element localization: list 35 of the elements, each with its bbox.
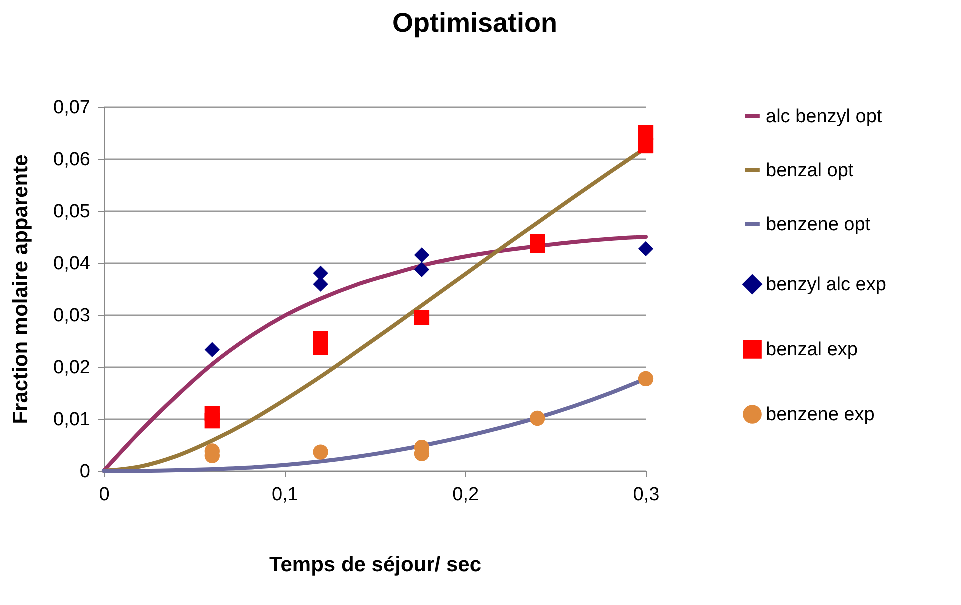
point	[530, 238, 546, 254]
point	[414, 310, 430, 326]
y-tick-label: 0,05	[54, 202, 90, 222]
legend-label: alc benzyl opt	[766, 106, 883, 128]
x-tick-label: 0	[99, 484, 110, 506]
y-tick-label: 0,03	[54, 306, 90, 326]
legend-label: benzene exp	[766, 404, 875, 426]
y-axis-title: Fraction molaire apparente	[10, 154, 33, 424]
point	[414, 248, 430, 263]
y-tick-label: 0,07	[54, 98, 90, 118]
point	[638, 241, 654, 257]
point	[530, 410, 546, 426]
y-tick-label: 0	[80, 462, 90, 482]
chart-title: Optimisation	[392, 8, 558, 38]
legend-label: benzal exp	[766, 340, 858, 360]
point	[313, 444, 328, 460]
point	[313, 276, 328, 292]
y-tick-label: 0,06	[54, 150, 90, 170]
x-axis-title: Temps de séjour/ sec	[269, 554, 482, 576]
x-tick-label: 0,1	[272, 484, 298, 506]
legend-label: benzyl alc exp	[766, 274, 886, 296]
point	[414, 262, 430, 278]
x-tick-label: 0,3	[633, 484, 660, 506]
y-tick-label: 0,02	[54, 358, 90, 378]
point	[204, 342, 220, 358]
point	[638, 138, 654, 154]
x-tick-label: 0,2	[452, 484, 480, 506]
point	[638, 371, 654, 387]
legend-label: benzene opt	[766, 214, 872, 236]
y-tick-label: 0,04	[54, 254, 91, 274]
point	[313, 340, 328, 356]
point	[204, 413, 220, 429]
y-tick-label: 0,01	[54, 410, 90, 430]
point	[313, 266, 328, 281]
legend-label: benzal opt	[766, 160, 854, 182]
